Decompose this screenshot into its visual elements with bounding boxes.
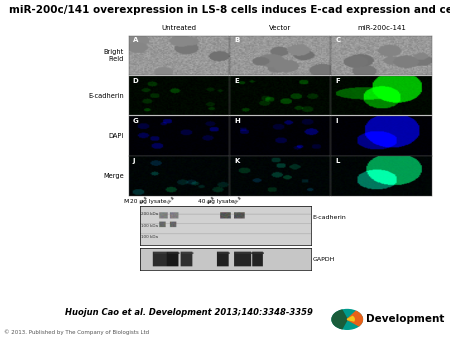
Text: 20 μg lysate: 20 μg lysate [130,199,167,204]
Text: H: H [234,118,240,124]
Text: E: E [234,77,238,83]
Text: 40 μg lysate: 40 μg lysate [198,199,234,204]
Text: M: M [124,199,129,204]
Text: B: B [234,38,239,43]
Wedge shape [347,311,362,326]
Text: LS-8: LS-8 [207,195,216,204]
Text: Untreated: Untreated [162,25,196,31]
Text: LS-8: LS-8 [234,195,243,204]
Text: E-cadherin: E-cadherin [312,215,346,220]
Text: miR-200c/141 overexpression in LS-8 cells induces E-cad expression and cell-cell: miR-200c/141 overexpression in LS-8 cell… [9,5,450,15]
Text: A: A [133,38,138,43]
Text: Vector: Vector [269,25,291,31]
Text: 100 kDa: 100 kDa [141,235,158,239]
Text: Merge: Merge [103,173,124,179]
Text: Development: Development [366,314,444,324]
Wedge shape [332,310,347,329]
Text: DAPI: DAPI [108,133,124,139]
Text: GAPDH: GAPDH [312,257,335,262]
Text: LS-8: LS-8 [166,195,176,204]
Text: miR-200c-141: miR-200c-141 [357,25,406,31]
Text: I: I [335,118,338,124]
Text: © 2013. Published by The Company of Biologists Ltd: © 2013. Published by The Company of Biol… [4,329,149,335]
Text: C: C [335,38,340,43]
Text: F: F [335,77,340,83]
Text: K: K [234,158,239,164]
Text: Bright
Field: Bright Field [104,49,124,62]
Text: E-cadherin: E-cadherin [88,93,124,99]
Text: G: G [133,118,139,124]
Text: 200 kDa: 200 kDa [141,212,158,216]
Text: Huojun Cao et al. Development 2013;140:3348-3359: Huojun Cao et al. Development 2013;140:3… [65,308,313,317]
Text: J: J [133,158,135,164]
Circle shape [332,310,362,329]
Wedge shape [347,316,354,321]
Text: L: L [335,158,340,164]
Text: LS-8: LS-8 [140,195,149,204]
Text: D: D [133,77,139,83]
Text: 100 kDa: 100 kDa [141,224,158,228]
